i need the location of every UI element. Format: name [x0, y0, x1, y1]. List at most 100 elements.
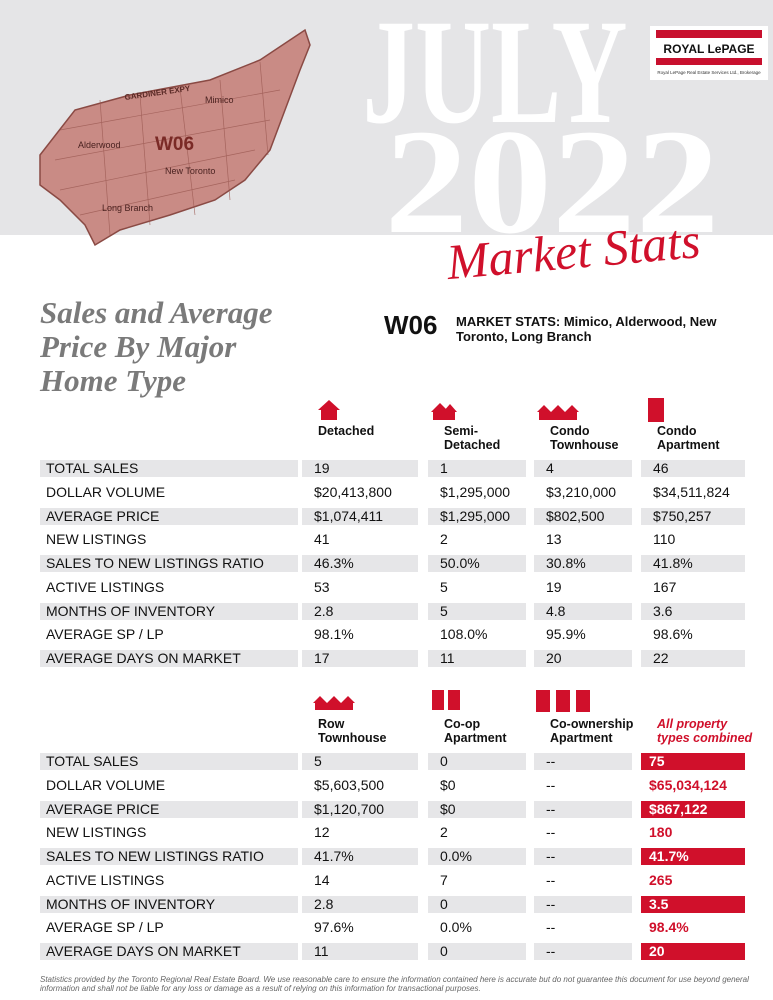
cell-bar	[302, 555, 418, 572]
map-area: New Toronto	[165, 166, 215, 176]
cell: 5	[314, 753, 322, 769]
cell: 2	[440, 531, 448, 548]
icon-condo-apt	[648, 398, 664, 422]
column-header: Semi-Detached	[444, 424, 501, 452]
icon-coop	[432, 690, 444, 710]
header-art: JULY 2022 GARDINER EXPY Mimico Alderwood…	[39, 0, 768, 290]
cell: 30.8%	[546, 555, 586, 571]
cell: 46	[653, 460, 669, 476]
row-bar	[40, 895, 298, 913]
cell: $20,413,800	[314, 483, 392, 500]
cell: --	[546, 848, 556, 864]
logo-stripes	[656, 30, 762, 38]
icon-detached	[318, 400, 340, 420]
cell-bar	[428, 650, 526, 667]
cell: 20	[649, 943, 665, 959]
icons	[313, 398, 664, 710]
map-area: Alderwood	[78, 140, 121, 150]
cell: 3.6	[653, 602, 673, 619]
column-header: Condo Townhouse	[550, 424, 619, 452]
cell-bar	[428, 848, 526, 865]
section-title: Sales and Average Price By Major Home Ty…	[40, 295, 273, 398]
row-label: ACTIVE LISTINGS	[46, 578, 165, 595]
row-label: TOTAL SALES	[46, 460, 139, 476]
cell: 17	[314, 650, 330, 666]
row-bar	[40, 943, 298, 960]
row-label: NEW LISTINGS	[46, 824, 147, 841]
cell: $34,511,824	[653, 483, 730, 500]
cell-bar	[428, 895, 526, 913]
cell: 0	[440, 895, 448, 912]
cell-bar	[302, 602, 418, 620]
cell-bar	[534, 943, 632, 960]
cell: 1	[440, 460, 448, 476]
row-bar	[40, 650, 298, 667]
cell: 5	[440, 578, 448, 595]
cell-bar	[534, 753, 632, 770]
cell: 0.0%	[440, 919, 472, 936]
year: 2022	[385, 99, 720, 265]
row-label: DOLLAR VOLUME	[46, 776, 166, 793]
district-code: W06	[384, 310, 438, 340]
column-header: Co-ownership Apartment	[550, 717, 634, 745]
cell: 19	[546, 578, 562, 595]
cell: $1,120,700	[314, 800, 385, 817]
column-header: Detached	[318, 424, 375, 438]
cell: 110	[653, 531, 676, 548]
month: JULY	[363, 0, 628, 155]
cell: 108.0%	[440, 626, 488, 643]
column-header: Row Townhouse	[318, 717, 387, 745]
row-label: AVERAGE PRICE	[46, 800, 160, 817]
row-label: SALES TO NEW LISTINGS RATIO	[46, 555, 264, 571]
cell: 0	[440, 943, 448, 959]
cell-bar	[641, 602, 745, 620]
row-label: TOTAL SALES	[46, 753, 139, 769]
cell-bar	[302, 800, 418, 818]
cell: --	[546, 824, 556, 841]
cell-bar	[302, 507, 418, 525]
cell: 180	[649, 824, 673, 841]
logo-brand: ROYAL LePAGE	[663, 42, 754, 56]
cell: 98.4%	[649, 919, 689, 936]
cell: 3.5	[649, 895, 669, 912]
cell-bar	[428, 507, 526, 525]
cell: 41	[314, 531, 330, 548]
cell-bar	[534, 602, 632, 620]
cell: $867,122	[649, 800, 708, 817]
row-label: ACTIVE LISTINGS	[46, 871, 165, 888]
cell-bar	[641, 753, 745, 770]
cell: 22	[653, 650, 669, 666]
cell-bar	[641, 895, 745, 913]
icon-coown-block	[556, 690, 570, 712]
cell: $802,500	[546, 507, 605, 524]
cell-bar	[534, 650, 632, 667]
map-area: Mimico	[205, 95, 234, 105]
cell-bar	[428, 555, 526, 572]
icon-coown-block	[536, 690, 550, 712]
cell-bar	[641, 800, 745, 818]
cell-bar	[428, 800, 526, 818]
cell: 11	[440, 650, 455, 666]
row-label: AVERAGE PRICE	[46, 507, 160, 524]
row-bar	[40, 753, 298, 770]
cell-bar	[534, 848, 632, 865]
cell: 41.7%	[314, 848, 354, 864]
row-bar	[40, 460, 298, 477]
cell-bar	[534, 555, 632, 572]
cell: --	[546, 943, 556, 959]
cell: $750,257	[653, 507, 712, 524]
icon-coop	[448, 690, 460, 710]
cell-bar	[641, 555, 745, 572]
cell: 41.8%	[653, 555, 693, 571]
cell-bar	[534, 895, 632, 913]
cell-bar	[534, 507, 632, 525]
cell: 265	[649, 871, 673, 888]
cell: 7	[440, 871, 448, 888]
cell: 98.6%	[653, 626, 693, 643]
cell: --	[546, 753, 556, 769]
row-bar	[40, 507, 298, 525]
cell: 75	[649, 753, 665, 769]
cell: 14	[314, 871, 330, 888]
cell: 53	[314, 578, 330, 595]
cell: 4	[546, 460, 554, 476]
